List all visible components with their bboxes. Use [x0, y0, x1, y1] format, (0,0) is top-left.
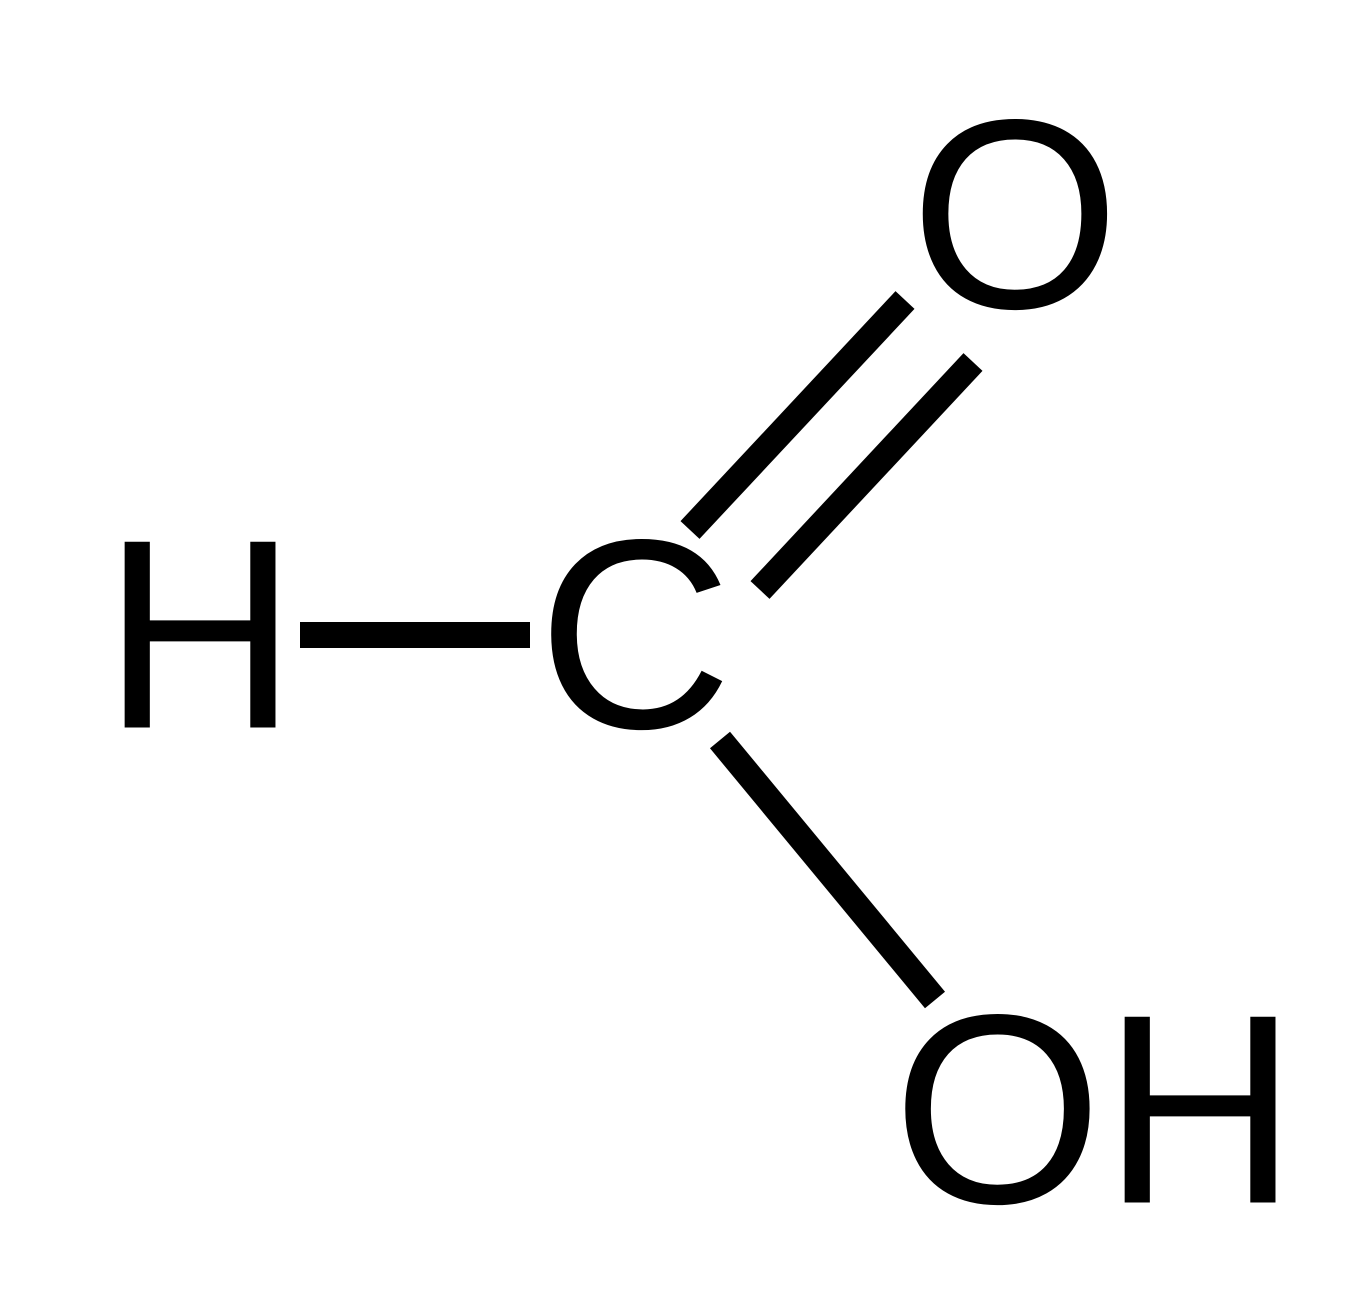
bond-line	[760, 362, 973, 590]
atom-H_left: H	[103, 485, 298, 786]
atom-C_center: C	[538, 485, 733, 786]
atom-O_top: O	[910, 65, 1120, 366]
atoms-layer: HCO OH	[103, 65, 1298, 1261]
atom-OH_bottom: OH	[893, 960, 1298, 1261]
molecule-diagram: HCO OH	[0, 0, 1369, 1301]
